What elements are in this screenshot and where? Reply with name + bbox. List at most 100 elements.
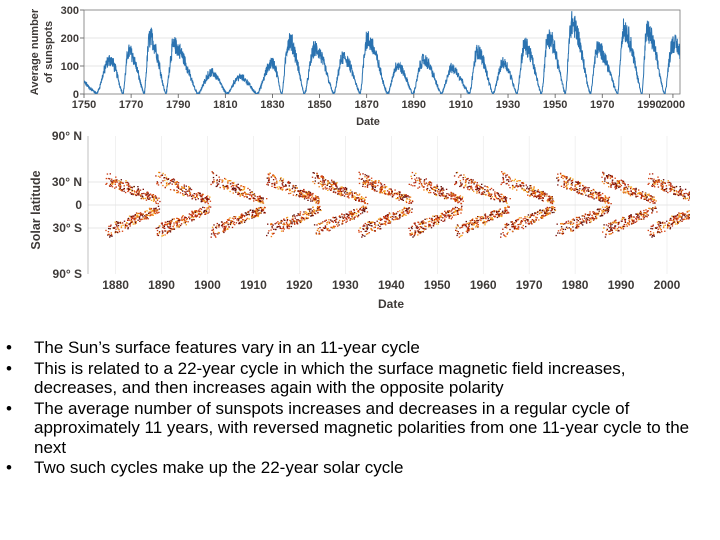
sunspot-latitude-point: [464, 181, 467, 183]
sunspot-latitude-point: [312, 206, 314, 208]
sunspot-latitude-point: [500, 196, 502, 198]
sunspot-latitude-point: [679, 219, 682, 221]
sunspot-latitude-point: [314, 195, 317, 197]
sunspot-latitude-point: [137, 193, 139, 195]
sunspot-latitude-point: [530, 192, 533, 195]
top-x-ticks: 1750 1770 1790 1810 1830 1850 1870 1890 1910 1930…: [72, 94, 685, 111]
sunspot-latitude-point: [429, 181, 432, 184]
sunspot-latitude-point: [396, 192, 399, 194]
sunspot-latitude-point: [355, 192, 357, 195]
sunspot-latitude-point: [601, 199, 604, 201]
sunspot-latitude-point: [651, 173, 654, 175]
sunspot-latitude-point: [525, 191, 528, 193]
sunspot-latitude-point: [621, 181, 624, 183]
sunspot-latitude-point: [165, 223, 167, 225]
sunspot-latitude-point: [417, 230, 419, 232]
sunspot-latitude-point: [361, 197, 364, 199]
sunspot-latitude-point: [694, 194, 695, 195]
sunspot-latitude-point: [623, 217, 625, 219]
sunspot-latitude-point: [605, 175, 608, 177]
sunspot-latitude-point: [351, 193, 353, 195]
sunspot-latitude-point: [487, 215, 489, 218]
sunspot-latitude-point: [609, 226, 612, 229]
sunspot-latitude-point: [562, 230, 564, 232]
sunspot-latitude-point: [434, 193, 437, 195]
sunspot-latitude-point: [598, 196, 600, 198]
sunspot-latitude-point: [611, 179, 614, 181]
sunspot-latitude-point: [121, 189, 123, 191]
sunspot-cycle-max-point: [646, 31, 648, 34]
sunspot-latitude-point: [377, 224, 379, 226]
sunspot-latitude-point: [515, 185, 517, 187]
sunspot-latitude-point: [425, 228, 427, 230]
sunspot-latitude-point: [379, 190, 382, 193]
sunspot-latitude-point: [312, 198, 315, 200]
sunspot-latitude-point: [280, 220, 282, 223]
sunspot-latitude-point: [360, 200, 362, 203]
sunspot-latitude-point: [281, 184, 284, 186]
sunspot-latitude-point: [442, 220, 444, 222]
sunspot-latitude-point: [532, 188, 535, 191]
sunspot-latitude-point: [638, 214, 640, 216]
sunspot-latitude-point: [534, 220, 536, 222]
sunspot-latitude-point: [645, 212, 647, 215]
sunspot-latitude-point: [551, 202, 554, 205]
sunspot-latitude-point: [673, 220, 676, 222]
sunspot-latitude-point: [183, 186, 185, 188]
sunspot-latitude-point: [611, 181, 613, 183]
sunspot-latitude-point: [572, 226, 574, 228]
sunspot-latitude-point: [176, 220, 178, 222]
sunspot-latitude-point: [532, 189, 534, 191]
sunspot-latitude-point: [667, 223, 669, 225]
sunspot-latitude-point: [379, 182, 382, 184]
sunspot-latitude-point: [251, 211, 253, 214]
sunspot-latitude-point: [313, 224, 316, 226]
sunspot-latitude-point: [191, 215, 193, 217]
sunspot-latitude-point: [345, 190, 348, 192]
sunspot-latitude-point: [658, 221, 660, 223]
sunspot-latitude-point: [501, 211, 504, 213]
sunspot-latitude-point: [169, 231, 172, 233]
sunspot-latitude-point: [253, 194, 256, 196]
sunspot-latitude-point: [272, 182, 274, 185]
sunspot-latitude-point: [460, 174, 462, 176]
sunspot-latitude-point: [429, 184, 431, 186]
sunspot-latitude-point: [515, 183, 518, 185]
sunspot-latitude-point: [455, 199, 457, 201]
sunspot-latitude-point: [346, 213, 348, 215]
sunspot-latitude-point: [395, 213, 397, 215]
sunspot-latitude-point: [359, 198, 361, 200]
sunspot-latitude-point: [561, 233, 564, 235]
sunspot-latitude-point: [621, 220, 623, 222]
sunspot-latitude-point: [110, 224, 112, 226]
sunspot-latitude-point: [608, 207, 610, 209]
sunspot-latitude-point: [195, 210, 197, 212]
sunspot-latitude-point: [461, 205, 463, 207]
sunspot-latitude-point: [571, 181, 574, 184]
sunspot-latitude-point: [508, 176, 510, 178]
sunspot-latitude-point: [107, 231, 110, 233]
sunspot-latitude-point: [376, 220, 378, 222]
sunspot-latitude-point: [585, 219, 587, 221]
sunspot-latitude-point: [146, 197, 149, 199]
sunspot-latitude-point: [169, 179, 172, 182]
sunspot-latitude-point: [431, 219, 433, 221]
sunspot-latitude-point: [554, 209, 557, 212]
sunspot-latitude-point: [657, 228, 659, 230]
sunspot-latitude-point: [304, 195, 307, 197]
sunspot-latitude-point: [698, 197, 699, 198]
sunspot-latitude-point: [664, 182, 666, 184]
sunspot-latitude-point: [505, 225, 507, 227]
sunspot-latitude-point: [692, 215, 693, 216]
sunspot-latitude-point: [433, 221, 435, 224]
sunspot-latitude-point: [137, 189, 139, 191]
sunspot-latitude-point: [659, 227, 661, 229]
sunspot-latitude-point: [577, 183, 579, 185]
sunspot-latitude-point: [156, 182, 159, 184]
sunspot-latitude-point: [647, 183, 649, 185]
sunspot-latitude-point: [476, 220, 478, 222]
sunspot-latitude-point: [601, 206, 604, 208]
sunspot-latitude-point: [552, 208, 554, 210]
sunspot-latitude-point: [230, 222, 233, 224]
sunspot-latitude-point: [692, 209, 693, 210]
